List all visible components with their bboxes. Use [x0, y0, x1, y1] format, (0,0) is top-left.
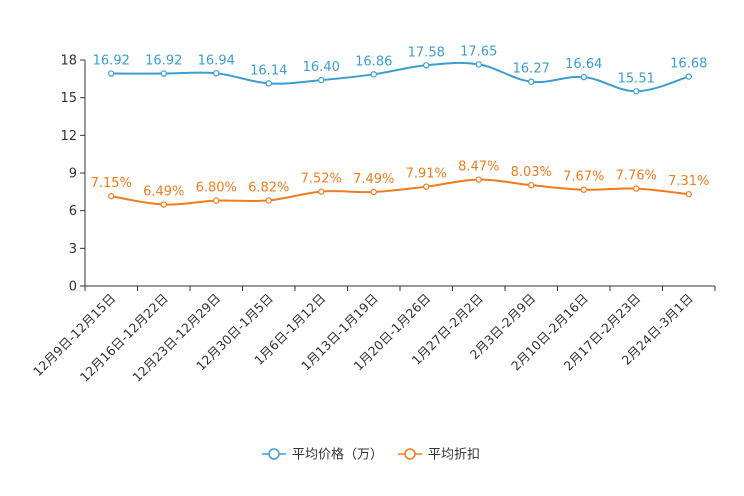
series-line: [111, 61, 690, 93]
data-label: 6.82%: [248, 180, 289, 195]
data-label: 16.14: [250, 63, 287, 78]
legend-label: 平均价格（万）: [292, 447, 383, 463]
data-label: 17.65: [460, 44, 497, 59]
data-point: [265, 80, 272, 87]
y-tick-label: 15: [60, 91, 77, 106]
legend-marker: [268, 448, 280, 460]
data-label: 7.76%: [616, 169, 657, 184]
data-label: 7.52%: [301, 172, 342, 187]
data-label: 6.49%: [143, 185, 184, 200]
data-label: 16.92: [145, 54, 182, 69]
data-label: 16.92: [93, 54, 130, 69]
data-point: [160, 201, 167, 208]
legend-label: 平均折扣: [428, 448, 480, 463]
legend-item-0: 平均价格（万）: [262, 447, 383, 463]
data-point: [633, 185, 640, 192]
data-point: [580, 73, 587, 81]
y-tick-label: 9: [69, 167, 77, 182]
y-tick-label: 0: [69, 280, 77, 295]
data-point: [160, 70, 167, 77]
data-label: 8.03%: [511, 165, 552, 180]
data-point: [475, 61, 482, 68]
data-point: [108, 70, 115, 77]
data-point: [685, 191, 692, 198]
data-point: [265, 197, 272, 204]
y-tick-label: 12: [60, 129, 77, 144]
series-line: [111, 178, 689, 206]
data-point: [685, 73, 692, 80]
x-tick-label: 12月16日-12月22日: [77, 291, 171, 385]
series-1: 7.15% 6.49% 6.80% 6.82% 7.52% 7.49% 7.91% 8.47%…: [91, 160, 709, 208]
data-label: 16.94: [198, 53, 235, 68]
data-point: [528, 181, 535, 189]
data-point: [318, 188, 325, 195]
legend: 平均价格（万） 平均折扣: [262, 447, 480, 463]
data-point: [213, 197, 220, 204]
data-label: 15.51: [618, 71, 655, 86]
data-label: 16.68: [670, 57, 707, 72]
data-point: [213, 70, 220, 77]
data-label: 7.49%: [353, 172, 394, 187]
data-point: [370, 188, 377, 196]
data-label: 7.67%: [563, 170, 604, 185]
data-point: [475, 176, 482, 183]
data-label: 7.31%: [668, 174, 709, 189]
data-point: [370, 71, 377, 78]
data-label: 6.80%: [196, 181, 237, 196]
data-point: [318, 76, 325, 84]
data-point: [423, 62, 430, 69]
series-0: 16.92 16.92 16.94 16.14 16.40 16.86 17.58 17.65…: [93, 44, 707, 95]
data-label: 16.64: [565, 57, 602, 72]
axes: 036912151812月9日-12月15日12月16日-12月22日12月23…: [30, 54, 716, 385]
data-point: [633, 88, 640, 95]
legend-item-1: 平均折扣: [398, 448, 480, 463]
legend-marker: [404, 448, 416, 460]
data-label: 17.58: [408, 45, 445, 60]
data-point: [528, 78, 535, 85]
data-label: 16.86: [355, 54, 392, 69]
series-layer: 16.92 16.92 16.94 16.14 16.40 16.86 17.58 17.65…: [91, 44, 709, 208]
data-label: 8.47%: [458, 160, 499, 175]
x-tick-label: 12月23日-12月29日: [129, 291, 223, 385]
data-label: 7.15%: [91, 176, 132, 191]
data-label: 16.27: [513, 62, 550, 77]
data-point: [423, 183, 430, 190]
y-tick-label: 6: [69, 204, 77, 219]
y-tick-label: 18: [60, 54, 77, 69]
data-label: 16.40: [303, 60, 340, 75]
data-point: [108, 193, 115, 200]
data-point: [580, 186, 587, 193]
data-label: 7.91%: [406, 167, 447, 182]
y-tick-label: 3: [69, 242, 77, 257]
